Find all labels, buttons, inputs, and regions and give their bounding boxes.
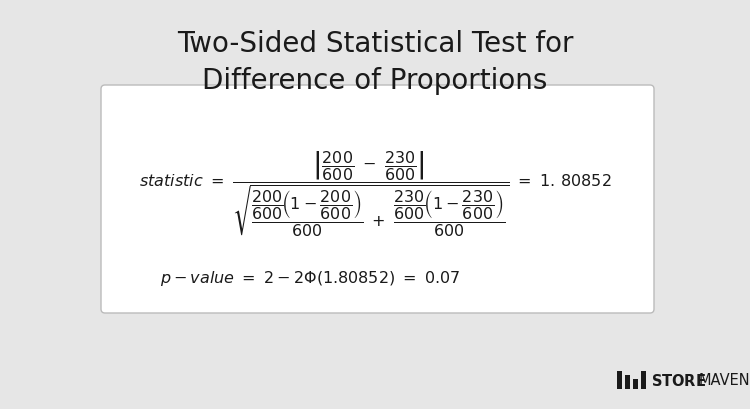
Text: Two-Sided Statistical Test for
Difference of Proportions: Two-Sided Statistical Test for Differenc… [177,30,573,94]
Bar [625,375,630,389]
Bar [633,379,638,389]
Bar [641,371,646,389]
Text: $p - value\ =\ 2 - 2\Phi(1.80852)\ =\ 0.07$: $p - value\ =\ 2 - 2\Phi(1.80852)\ =\ 0.… [160,268,460,287]
Bar [617,371,622,389]
Text: MAVEN: MAVEN [699,373,750,388]
FancyBboxPatch shape [101,86,654,313]
Text: $\mathbf{STORE}$: $\mathbf{STORE}$ [651,372,706,388]
Text: $\mathit{statistic}\ =\ \dfrac{\left|\dfrac{200}{600}\ -\ \dfrac{230}{600}\right: $\mathit{statistic}\ =\ \dfrac{\left|\df… [139,150,611,239]
